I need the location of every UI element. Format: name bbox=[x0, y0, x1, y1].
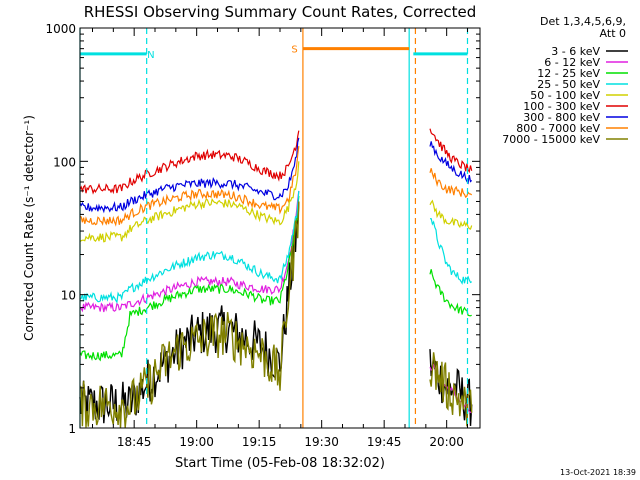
series-12-25-kev bbox=[79, 195, 472, 362]
y-axis-label: Corrected Count Rate (s⁻¹ detector⁻¹) bbox=[22, 115, 36, 341]
x-tick-label-19:45: 19:45 bbox=[367, 435, 402, 449]
series-line-50-100-kev bbox=[429, 199, 473, 230]
x-tick-label-18:45: 18:45 bbox=[117, 435, 152, 449]
series-line-7000-15000-kev bbox=[429, 352, 473, 427]
y-tick-label-1: 1 bbox=[68, 422, 76, 436]
series-100-300-kev bbox=[79, 128, 473, 195]
series-line-50-100-kev bbox=[79, 161, 300, 243]
y-tick-label-100: 100 bbox=[53, 155, 76, 169]
series-50-100-kev bbox=[79, 161, 473, 243]
series-300-800-kev bbox=[79, 137, 473, 214]
legend-label-100-300-kev: 100 - 300 keV bbox=[523, 100, 600, 113]
series-line-3-6-kev bbox=[79, 201, 300, 424]
series-layer bbox=[79, 128, 473, 429]
series-line-100-300-kev bbox=[429, 128, 473, 174]
legend-label-300-800-kev: 300 - 800 keV bbox=[523, 111, 600, 124]
series-25-50-kev bbox=[79, 190, 473, 304]
legend-label-3-6-kev: 3 - 6 keV bbox=[551, 45, 600, 58]
series-line-12-25-kev bbox=[429, 269, 472, 317]
legend-label-12-25-kev: 12 - 25 keV bbox=[537, 67, 600, 80]
legend-label-800-7000-kev: 800 - 7000 keV bbox=[516, 122, 600, 135]
series-line-300-800-kev bbox=[429, 141, 473, 185]
series-line-6-12-kev bbox=[79, 190, 300, 313]
series-7000-15000-kev bbox=[79, 201, 473, 429]
footer-timestamp: 13-Oct-2021 18:39 bbox=[560, 468, 636, 477]
series-line-12-25-kev bbox=[79, 195, 300, 362]
legend-header-0: Det 1,3,4,5,6,9, bbox=[540, 15, 626, 28]
legend-label-25-50-kev: 25 - 50 keV bbox=[537, 78, 600, 91]
axis-layer: 1 10 100 1000 18:45 19:00 19:15 19:30 19:45 20:00 bbox=[45, 22, 480, 449]
series-800-7000-kev bbox=[79, 146, 473, 227]
x-axis-label: Start Time (05-Feb-08 18:32:02) bbox=[175, 456, 385, 471]
series-line-300-800-kev bbox=[79, 137, 300, 214]
legend-label-6-12-kev: 6 - 12 keV bbox=[544, 56, 600, 69]
series-line-800-7000-kev bbox=[429, 168, 473, 199]
series-line-25-50-kev bbox=[79, 190, 300, 304]
flag-label-N: N bbox=[147, 50, 154, 61]
x-tick-label-19:30: 19:30 bbox=[304, 435, 339, 449]
x-tick-label-19:15: 19:15 bbox=[242, 435, 277, 449]
y-tick-label-10: 10 bbox=[61, 289, 76, 303]
flag-label-S: S bbox=[291, 45, 297, 56]
legend-header-1: Att 0 bbox=[600, 27, 626, 40]
y-tick-label-1000: 1000 bbox=[45, 22, 76, 36]
series-line-800-7000-kev bbox=[79, 146, 300, 227]
legend-label-7000-15000-kev: 7000 - 15000 keV bbox=[502, 133, 600, 146]
series-line-25-50-kev bbox=[430, 218, 473, 285]
x-tick-label-20:00: 20:00 bbox=[429, 435, 464, 449]
series-line-100-300-kev bbox=[79, 130, 300, 195]
series-line-7000-15000-kev bbox=[79, 201, 300, 429]
chart-title: RHESSI Observing Summary Count Rates, Co… bbox=[84, 3, 477, 21]
x-tick-label-19:00: 19:00 bbox=[179, 435, 214, 449]
legend-label-50-100-kev: 50 - 100 keV bbox=[530, 89, 600, 102]
